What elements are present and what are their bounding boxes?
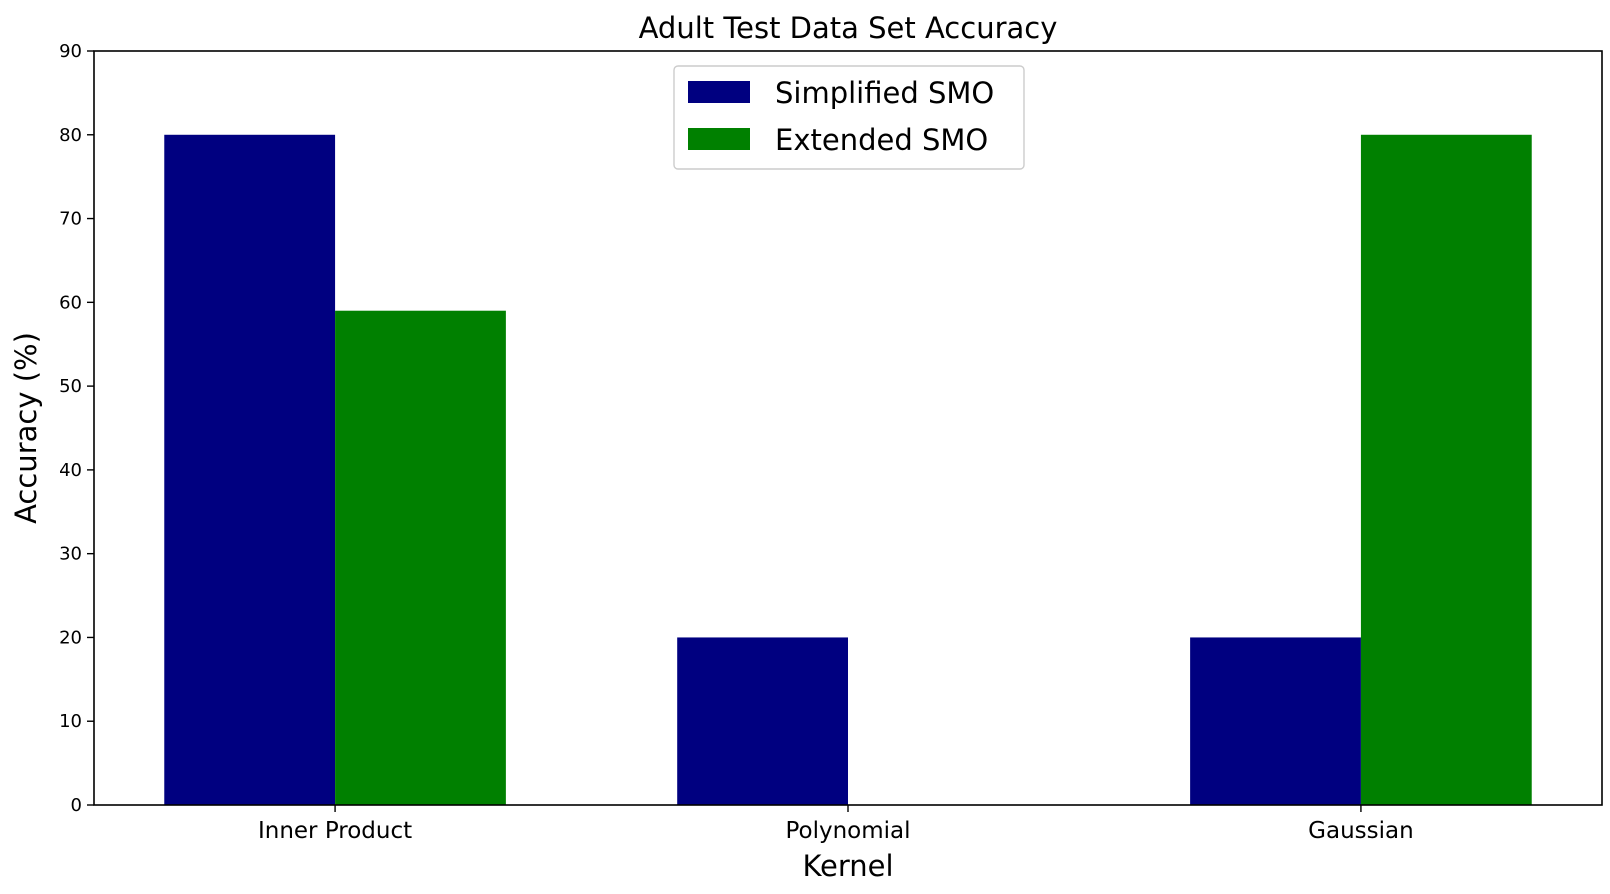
x-tick-label: Gaussian [1308, 818, 1414, 844]
legend-swatch-simplified-smo [688, 81, 750, 103]
y-tick-label: 60 [59, 292, 82, 313]
legend: Simplified SMO Extended SMO [673, 65, 1025, 170]
x-axis-ticks: Inner Product Polynomial Gaussian [258, 805, 1414, 844]
bar-extended-smo-inner-product [335, 310, 506, 805]
legend-label-extended-smo: Extended SMO [775, 123, 988, 157]
chart-title: Adult Test Data Set Accuracy [639, 11, 1058, 45]
bar-extended-smo-gaussian [1360, 134, 1532, 805]
y-tick-label: 90 [59, 41, 82, 62]
legend-frame [673, 65, 1025, 170]
plot-frame [93, 50, 1603, 806]
y-tick-label: 80 [59, 125, 82, 146]
x-tick-label: Polynomial [785, 818, 910, 844]
y-axis-ticks: 0 10 20 30 40 50 60 70 80 90 [59, 41, 94, 816]
y-tick-label: 10 [59, 711, 82, 732]
x-axis-label: Kernel [802, 849, 893, 883]
bar-simplified-smo-polynomial [677, 637, 848, 805]
y-tick-label: 70 [59, 209, 82, 230]
legend-label-simplified-smo: Simplified SMO [775, 76, 994, 110]
y-tick-label: 40 [59, 460, 82, 481]
y-tick-label: 50 [59, 376, 82, 397]
y-axis-label: Accuracy (%) [9, 332, 43, 524]
y-tick-label: 30 [59, 544, 82, 565]
x-tick-label: Inner Product [258, 818, 412, 844]
y-tick-label: 0 [71, 795, 82, 816]
legend-swatch-extended-smo [688, 128, 750, 150]
bars-layer [164, 134, 1532, 805]
bar-simplified-smo-gaussian [1190, 637, 1361, 805]
y-tick-label: 20 [59, 627, 82, 648]
bar-simplified-smo-inner-product [164, 134, 336, 805]
